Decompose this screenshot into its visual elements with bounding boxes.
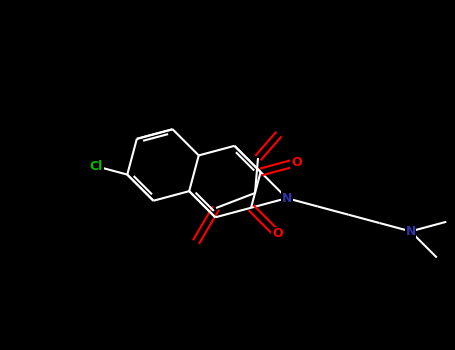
Text: N: N (405, 225, 416, 238)
Text: N: N (282, 192, 292, 205)
Text: O: O (291, 156, 302, 169)
Text: Cl: Cl (90, 160, 103, 173)
Text: O: O (272, 228, 283, 240)
